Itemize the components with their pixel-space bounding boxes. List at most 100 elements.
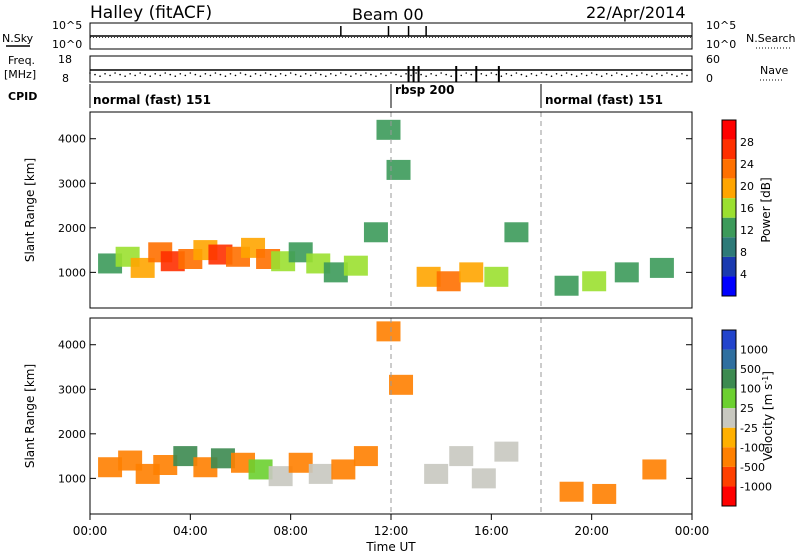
nave-dot (595, 73, 598, 76)
nave-dot (184, 74, 187, 77)
nave-dot (174, 75, 177, 77)
nave-dot (380, 73, 382, 75)
colorbar-swatch (722, 369, 736, 389)
colorbar-tick-label: 4 (740, 268, 747, 281)
nave-dot (495, 73, 498, 76)
power-gate (649, 257, 674, 278)
velocity-gate (98, 457, 123, 478)
range-tick-label: 3000 (58, 383, 86, 396)
nave-dot (555, 73, 558, 75)
power-gate (323, 262, 348, 283)
nave-dot (565, 72, 568, 74)
nave-dot (314, 72, 317, 74)
power-gate (504, 222, 529, 243)
power-gate (614, 262, 639, 283)
colorbar-tick-label: 1000 (740, 344, 768, 357)
power-colorbar-label: Power [dB] (759, 177, 773, 242)
power-colorbar: 28 24 20 16 12 8 4 (721, 119, 754, 297)
range-tick-label: 2000 (58, 428, 86, 441)
nave-dot (430, 73, 432, 75)
nave-dot (139, 72, 141, 74)
velocity-gate (389, 374, 414, 395)
nave-dot (600, 75, 603, 77)
nave-dot (214, 72, 217, 74)
nave-dot (400, 75, 402, 77)
power-gate (459, 262, 484, 283)
colorbar-tick-label: -100 (740, 441, 765, 454)
velocity-gate (268, 466, 293, 487)
velocity-gate (308, 463, 333, 484)
colorbar-tick-label: 28 (740, 136, 754, 149)
range-tick-label: 3000 (58, 177, 86, 190)
nave-dot (605, 73, 608, 75)
nave-dot (480, 73, 483, 75)
colorbar-tick-label: 100 (740, 383, 761, 396)
nave-dot (109, 74, 111, 77)
nave-dot (99, 75, 101, 77)
colorbar-tick-label: 12 (740, 224, 754, 237)
time-tick-label: 12:00 (374, 524, 409, 538)
velocity-panel: 1000 2000 3000 4000 Slant Range [km] 1000 50… (23, 317, 775, 554)
nave-dot (360, 74, 362, 77)
nave-dot (671, 73, 673, 76)
power-gate (416, 266, 441, 287)
power-panel-frame (89, 111, 693, 309)
nave-dot (415, 72, 417, 74)
velocity-colorbar: 1000 500 100 25 -25 -100 -500 -1000 (721, 329, 772, 507)
nave-dot (390, 72, 392, 74)
colorbar-swatch (722, 237, 736, 257)
velocity-cells (98, 321, 667, 504)
nave-dot (319, 73, 322, 76)
range-tick-label: 4000 (58, 339, 86, 352)
nave-dot (535, 74, 538, 77)
colorbar-swatch (722, 408, 736, 428)
nave-dot (164, 72, 167, 74)
nave-dot (234, 74, 237, 77)
time-tick-label: 04:00 (173, 524, 208, 538)
nave-dot (550, 75, 553, 77)
nave-dot (335, 74, 337, 77)
range-tick-label: 4000 (58, 133, 86, 146)
nave-dot (144, 73, 146, 76)
range-tick-label: 2000 (58, 222, 86, 235)
nave-dot (309, 74, 312, 77)
frequency-left-tick-top: 18 (58, 53, 72, 66)
nave-dot (525, 75, 528, 77)
power-y-axis: 1000 2000 3000 4000 (58, 133, 692, 279)
nave-dot (651, 75, 653, 77)
nave-dot (104, 73, 106, 75)
nave-dot (530, 73, 533, 75)
velocity-gate (248, 459, 273, 480)
nave-dot (610, 74, 613, 77)
nave-dot (625, 75, 628, 77)
nave-dot (114, 72, 116, 74)
cpid-segment-2: rbsp 200 (395, 83, 454, 97)
colorbar-swatch (722, 388, 736, 409)
nave-dot (294, 73, 297, 76)
nave-dot (676, 75, 678, 77)
frequency-left-label-line1: Freq. (8, 54, 35, 67)
beam-title: Beam 00 (352, 5, 424, 24)
nave-dot (375, 75, 377, 77)
velocity-gate (173, 446, 198, 467)
nave-dot (445, 73, 447, 76)
nave-dot (425, 75, 427, 77)
nave-dot (520, 73, 523, 76)
colorbar-frame (721, 329, 737, 507)
time-tick-label: 20:00 (574, 524, 609, 538)
nave-dot (264, 72, 267, 74)
colorbar-swatch (722, 427, 736, 448)
power-panel: 1000 2000 3000 4000 Slant Range [km] 28 24 20… (23, 111, 773, 309)
colorbar-tick-label: 24 (740, 158, 754, 171)
colorbar-swatch (722, 217, 736, 238)
nave-dot (244, 73, 247, 76)
noise-right-tick-bottom: 10^0 (706, 38, 736, 51)
nave-dot (134, 74, 136, 77)
power-gate (376, 119, 401, 140)
nave-dot (540, 72, 543, 74)
velocity-gate (449, 446, 474, 467)
nave-dot (179, 73, 182, 75)
nave-dot (681, 73, 683, 75)
time-axis-label: Time UT (365, 540, 416, 554)
